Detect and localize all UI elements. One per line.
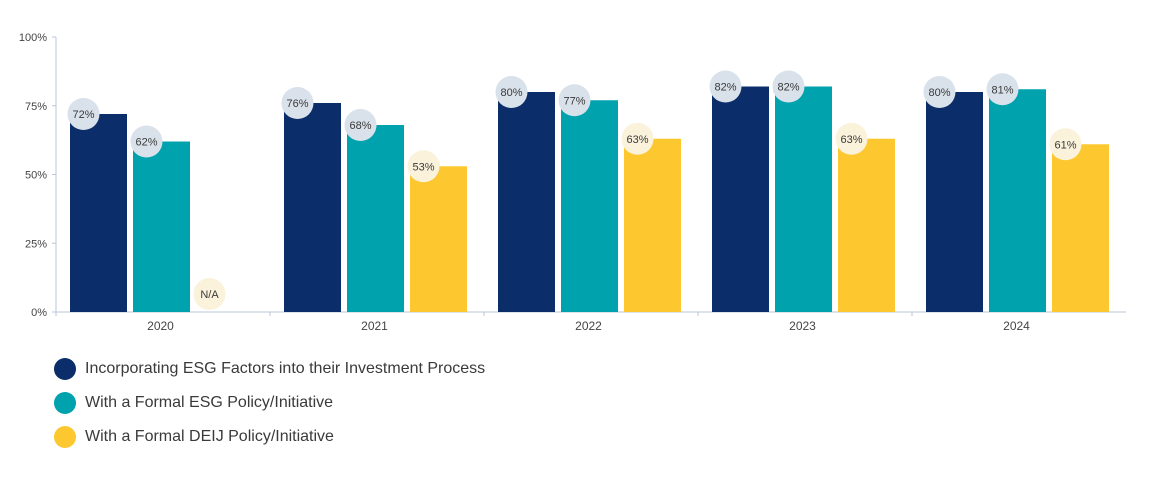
x-axis: 2020 2021 2022 2023 2024 <box>55 311 1126 333</box>
data-label: 61% <box>1054 139 1076 151</box>
data-label-badge <box>709 70 742 103</box>
y-tick-label: 50% <box>25 170 47 182</box>
legend-item-deij-policy: With a Formal DEIJ Policy/Initiative <box>54 426 485 448</box>
legend: Incorporating ESG Factors into their Inv… <box>54 358 485 460</box>
bar <box>284 103 341 312</box>
bar <box>989 89 1046 312</box>
y-tick-label: 75% <box>25 101 47 113</box>
y-tick-label: 0% <box>31 307 47 319</box>
legend-label: With a Formal ESG Policy/Initiative <box>85 394 334 411</box>
bar <box>561 100 618 312</box>
legend-marker <box>54 426 76 448</box>
data-label-badge <box>772 70 805 103</box>
data-label-badge <box>558 84 591 117</box>
data-label-badge <box>281 87 314 119</box>
bars <box>70 86 1109 312</box>
data-label: 53% <box>412 161 434 173</box>
y-tick-label: 100% <box>19 32 47 44</box>
bar <box>347 125 404 312</box>
data-label: 76% <box>286 98 308 110</box>
data-label: 63% <box>840 134 862 146</box>
data-label-badge <box>1049 128 1082 161</box>
data-label: 80% <box>928 87 950 99</box>
bar <box>410 166 467 312</box>
bar <box>838 138 895 312</box>
data-label: 77% <box>563 95 585 107</box>
data-label: 81% <box>991 84 1013 96</box>
data-label: 62% <box>135 137 157 149</box>
legend-item-esg-policy: With a Formal ESG Policy/Initiative <box>54 392 485 414</box>
y-tick-label: 25% <box>25 238 47 250</box>
data-label: 72% <box>72 109 94 121</box>
data-label: 82% <box>714 82 736 94</box>
data-label-badge <box>193 278 226 310</box>
data-label: N/A <box>200 289 219 301</box>
data-label: 63% <box>626 134 648 146</box>
bar <box>498 92 555 312</box>
legend-label: Incorporating ESG Factors into their Inv… <box>85 360 486 377</box>
x-tick-label: 2020 <box>147 319 174 333</box>
data-label-badge <box>344 109 377 141</box>
data-label-badge <box>407 150 440 183</box>
data-label: 82% <box>777 82 799 94</box>
bar-chart: 0% 25% 50% 75% 100% 2020 2021 2022 2023 2024 72%… <box>19 32 1126 333</box>
bar <box>70 114 127 312</box>
x-tick-label: 2023 <box>789 319 816 333</box>
data-label-badge <box>835 122 868 155</box>
legend-marker <box>54 358 76 380</box>
bar <box>926 92 983 312</box>
data-label-badge <box>621 122 654 155</box>
legend-item-esg-factors: Incorporating ESG Factors into their Inv… <box>54 358 485 380</box>
y-axis: 0% 25% 50% 75% 100% <box>19 32 57 319</box>
legend-marker <box>54 392 76 414</box>
data-label-badge <box>130 125 163 158</box>
data-label: 80% <box>500 87 522 99</box>
data-label: 68% <box>349 120 371 132</box>
bar <box>133 141 190 312</box>
bar <box>624 138 681 312</box>
data-label-badge <box>495 76 528 108</box>
data-label-badge <box>923 76 956 108</box>
x-tick-label: 2021 <box>361 319 388 333</box>
x-tick-label: 2022 <box>575 319 602 333</box>
bar <box>775 86 832 312</box>
x-tick-label: 2024 <box>1003 319 1030 333</box>
legend-label: With a Formal DEIJ Policy/Initiative <box>85 428 334 445</box>
data-label-badge <box>67 98 100 130</box>
data-labels: 72% 62% N/A 76% 68% 53% 80% 77% 63% 82% 82% 63% 80% 8… <box>67 70 1082 310</box>
bar <box>1052 144 1109 312</box>
bar <box>712 86 769 312</box>
data-label-badge <box>986 73 1019 106</box>
